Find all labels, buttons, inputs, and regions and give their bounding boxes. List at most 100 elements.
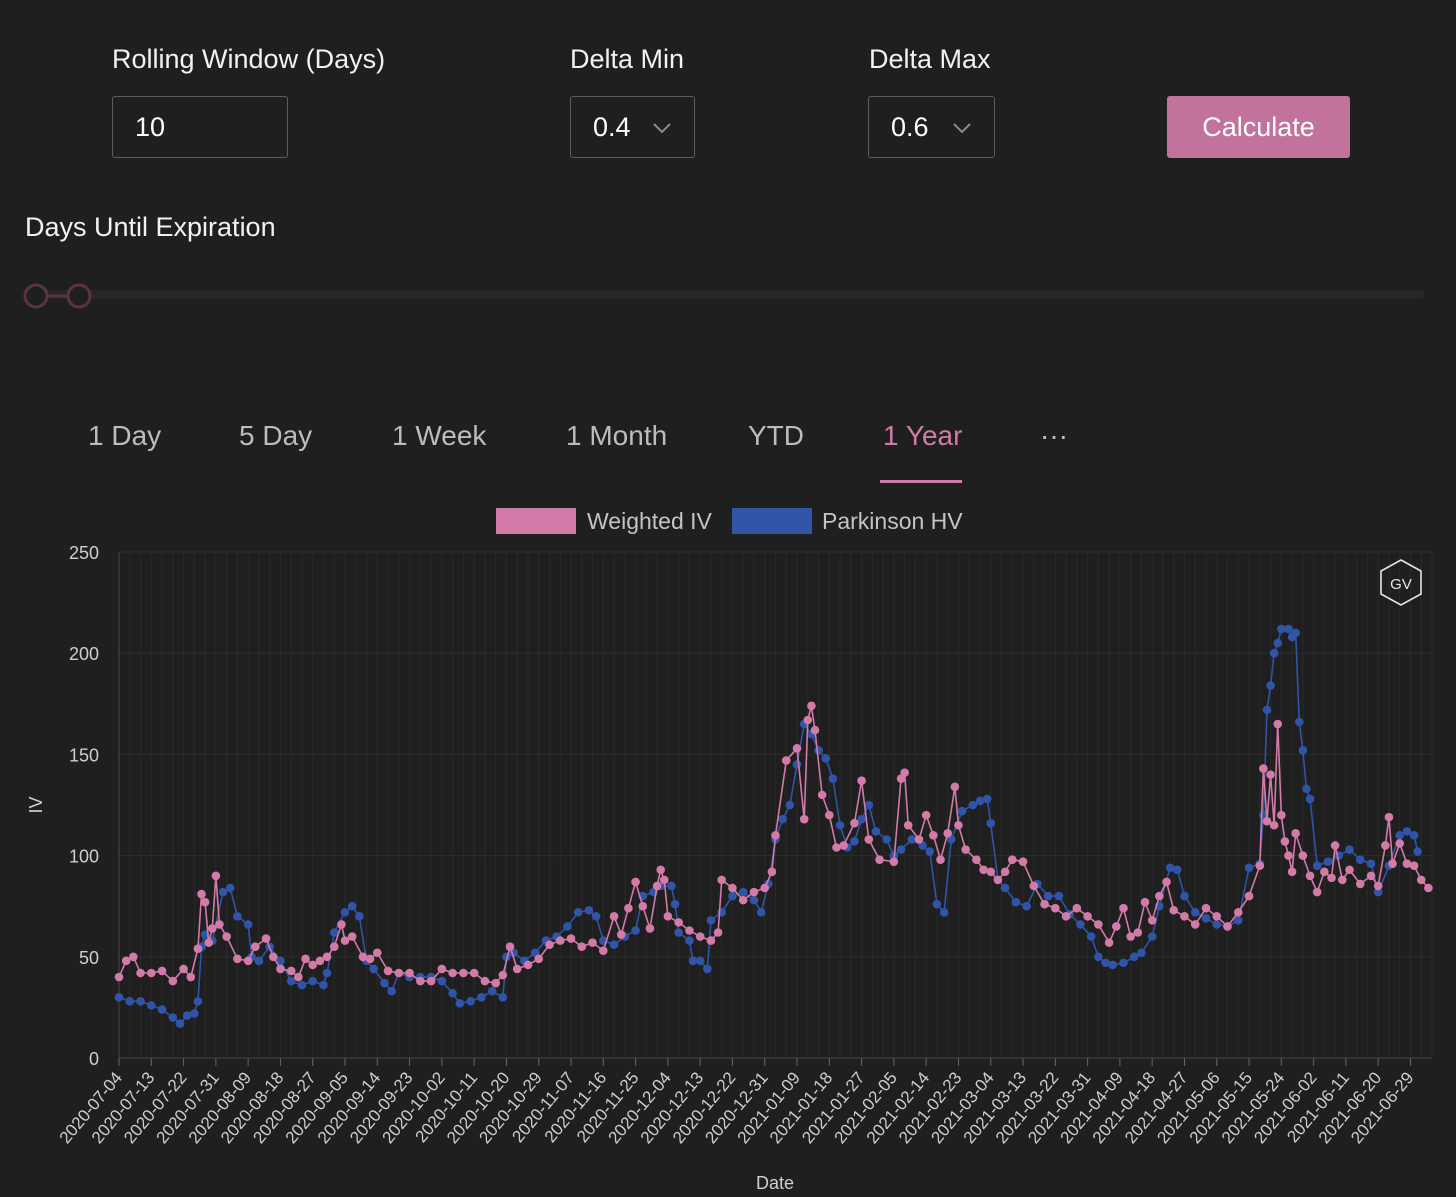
slider-handles[interactable] <box>20 280 96 312</box>
data-point-weighted-iv <box>914 835 924 844</box>
data-point-parkinson-hv <box>1165 863 1175 873</box>
slider-handle-max[interactable] <box>66 283 92 309</box>
data-point-weighted-iv <box>1244 891 1254 901</box>
data-point-weighted-iv <box>799 814 809 824</box>
data-point-weighted-iv <box>1040 899 1049 909</box>
data-point-parkinson-hv <box>1305 794 1315 804</box>
data-point-weighted-iv <box>1273 719 1283 729</box>
data-point-weighted-iv <box>1126 932 1135 941</box>
data-point-parkinson-hv <box>1395 831 1405 840</box>
data-point-weighted-iv <box>832 843 841 852</box>
data-point-parkinson-hv <box>329 928 339 937</box>
data-point-weighted-iv <box>817 790 827 800</box>
data-point-parkinson-hv <box>674 928 683 937</box>
data-point-weighted-iv <box>663 912 673 921</box>
slider-handle-min[interactable] <box>23 283 49 309</box>
data-point-weighted-iv <box>638 901 648 911</box>
data-point-weighted-iv <box>197 889 206 899</box>
data-point-weighted-iv <box>1147 916 1157 925</box>
data-point-weighted-iv <box>268 952 278 962</box>
data-point-parkinson-hv <box>1284 624 1293 634</box>
data-point-weighted-iv <box>1169 905 1179 915</box>
data-point-weighted-iv <box>193 944 203 954</box>
data-point-weighted-iv <box>211 871 221 881</box>
data-point-parkinson-hv <box>498 992 508 1002</box>
data-point-weighted-iv <box>1094 920 1103 929</box>
data-point-parkinson-hv <box>448 988 457 998</box>
days-until-expiration-label: Days Until Expiration <box>25 212 276 242</box>
data-point-weighted-iv <box>204 938 213 947</box>
data-point-weighted-iv <box>200 897 210 907</box>
data-point-weighted-iv <box>261 934 271 943</box>
delta-max-select[interactable]: 0.6 <box>868 96 995 158</box>
data-point-weighted-iv <box>685 926 694 935</box>
calculate-button[interactable]: Calculate <box>1167 96 1350 158</box>
tab-more[interactable]: ··· <box>1040 420 1068 451</box>
legend-swatch-weighted-iv[interactable] <box>496 508 576 534</box>
data-point-parkinson-hv <box>477 992 486 1002</box>
data-point-weighted-iv <box>301 954 310 964</box>
data-point-weighted-iv <box>1312 887 1322 897</box>
data-point-weighted-iv <box>1424 883 1433 893</box>
data-point-parkinson-hv <box>146 1001 156 1010</box>
data-point-weighted-iv <box>1051 903 1060 913</box>
delta-min-value: 0.4 <box>593 111 631 142</box>
data-point-weighted-iv <box>1409 861 1419 871</box>
data-point-parkinson-hv <box>308 976 318 986</box>
data-point-parkinson-hv <box>591 912 601 921</box>
data-point-parkinson-hv <box>695 956 705 966</box>
tab-1-month[interactable]: 1 Month <box>566 420 668 451</box>
tab-1-day[interactable]: 1 Day <box>88 420 162 451</box>
data-point-parkinson-hv <box>792 760 802 769</box>
data-point-parkinson-hv <box>1345 845 1354 854</box>
legend-label-weighted-iv[interactable]: Weighted IV <box>587 508 712 534</box>
data-point-weighted-iv <box>1259 764 1268 773</box>
data-point-weighted-iv <box>599 946 608 956</box>
data-point-parkinson-hv <box>1355 855 1365 864</box>
data-point-weighted-iv <box>1000 867 1010 877</box>
data-point-parkinson-hv <box>190 1009 199 1018</box>
data-point-weighted-iv <box>322 952 332 962</box>
data-point-weighted-iv <box>1180 912 1189 921</box>
delta-max-label: Delta Max <box>869 44 991 74</box>
data-point-weighted-iv <box>979 865 988 875</box>
data-point-weighted-iv <box>426 976 436 986</box>
delta-min-select[interactable]: 0.4 <box>570 96 695 158</box>
data-point-parkinson-hv <box>1129 952 1139 962</box>
delta-min-label: Delta Min <box>570 44 685 74</box>
data-point-weighted-iv <box>1162 877 1171 887</box>
rolling-window-input[interactable]: 10 <box>112 96 288 158</box>
data-point-parkinson-hv <box>319 980 328 990</box>
tab-ytd[interactable]: YTD <box>748 420 804 451</box>
data-point-weighted-iv <box>358 952 368 962</box>
data-point-weighted-iv <box>340 936 350 945</box>
data-point-parkinson-hv <box>1137 948 1146 958</box>
tab-1-week[interactable]: 1 Week <box>392 420 487 451</box>
data-point-parkinson-hv <box>982 794 992 804</box>
data-point-weighted-iv <box>1061 912 1071 921</box>
data-point-parkinson-hv <box>254 956 264 966</box>
data-point-weighted-iv <box>760 883 770 893</box>
data-point-weighted-iv <box>624 903 633 913</box>
data-point-weighted-iv <box>1266 770 1275 779</box>
data-point-parkinson-hv <box>563 922 572 931</box>
legend-label-parkinson-hv[interactable]: Parkinson HV <box>822 508 963 534</box>
expiration-range-slider[interactable] <box>24 290 1424 299</box>
data-point-weighted-iv <box>1233 907 1243 917</box>
legend-swatch-parkinson-hv[interactable] <box>732 508 812 534</box>
data-point-parkinson-hv <box>369 964 379 974</box>
data-point-parkinson-hv <box>864 800 874 810</box>
data-point-weighted-iv <box>810 725 820 735</box>
tab-5-day[interactable]: 5 Day <box>239 420 313 451</box>
data-point-weighted-iv <box>936 855 945 864</box>
rolling-window-label: Rolling Window (Days) <box>112 44 386 74</box>
data-point-weighted-iv <box>459 968 468 978</box>
tab-1-year[interactable]: 1 Year <box>883 420 963 451</box>
gv-logo-icon <box>1380 559 1422 606</box>
data-point-parkinson-hv <box>1294 717 1304 727</box>
data-point-weighted-iv <box>243 956 253 966</box>
data-point-parkinson-hv <box>857 814 866 824</box>
data-point-weighted-iv <box>767 867 777 877</box>
data-point-weighted-iv <box>157 966 167 976</box>
data-point-weighted-iv <box>1018 857 1028 866</box>
